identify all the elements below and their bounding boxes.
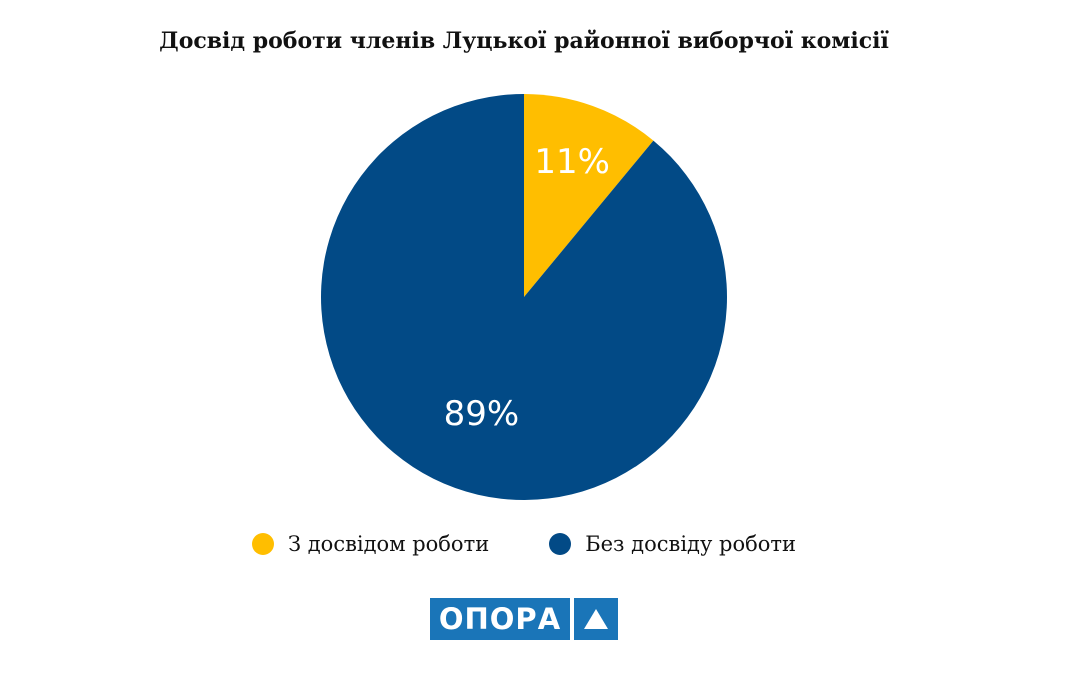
legend-label-without-experience: Без досвіду роботи	[585, 532, 796, 556]
slice-without-experience	[321, 94, 728, 500]
logo-text: ОПОРА	[430, 598, 570, 640]
pie-chart: 11% 89%	[321, 94, 728, 500]
legend-item-with-experience: З досвідом роботи	[251, 532, 490, 556]
slice-label-with-experience: 11%	[534, 142, 610, 182]
triangle-icon	[574, 598, 618, 640]
opora-logo: ОПОРА	[430, 598, 618, 640]
legend-label-with-experience: З досвідом роботи	[287, 532, 490, 556]
slice-label-without-experience: 89%	[444, 394, 520, 434]
slice-with-experience	[524, 94, 654, 297]
legend-swatch-without-experience	[549, 533, 572, 555]
chart-title: Досвід роботи членів Луцької районної ви…	[159, 28, 889, 54]
legend-swatch-with-experience	[251, 533, 274, 555]
legend: З досвідом роботи Без досвіду роботи	[0, 532, 1048, 556]
legend-item-without-experience: Без досвіду роботи	[549, 532, 796, 556]
